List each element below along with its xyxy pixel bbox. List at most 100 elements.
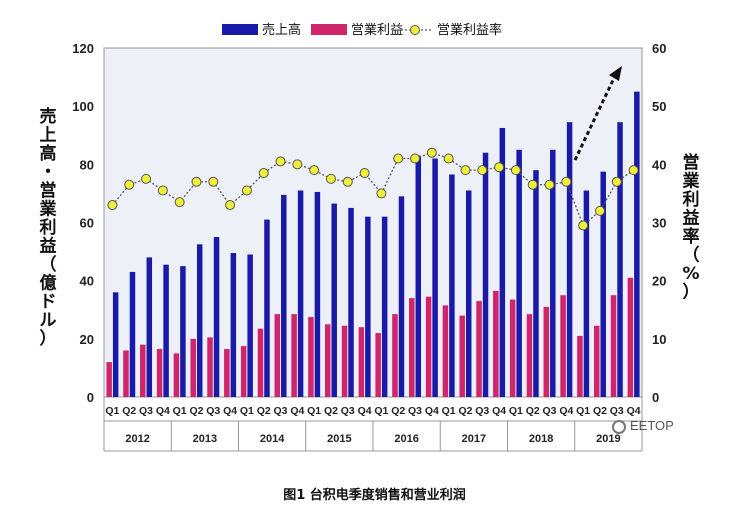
quarter-tick-label: Q4: [627, 405, 641, 417]
quarter-tick-label: Q2: [122, 405, 136, 417]
margin-point: [393, 153, 404, 164]
bar-revenue: [331, 203, 337, 397]
quarter-tick-label: Q4: [559, 405, 573, 417]
quarter-tick-label: Q1: [374, 405, 388, 417]
quarter-tick-label: Q2: [526, 405, 540, 417]
year-label: 2013: [193, 433, 217, 445]
quarter-tick-label: Q4: [425, 405, 439, 417]
trend-arrow: [573, 66, 622, 161]
quarter-tick-label: Q3: [274, 405, 288, 417]
legend: 売上高 営業利益 営業利益率: [222, 22, 502, 38]
margin-point: [494, 162, 505, 173]
bar-operating-profit: [224, 349, 230, 397]
quarter-tick-label: Q4: [290, 405, 304, 417]
left-tick-label: 80: [80, 157, 94, 172]
right-axis-ticks: 0 10 20 30 40 50 60: [652, 41, 666, 405]
margin-point: [376, 188, 387, 199]
quarter-tick-label: Q4: [223, 405, 237, 417]
bar-revenue: [482, 152, 489, 397]
bar-operating-profit: [207, 337, 213, 397]
quarter-tick-label: Q1: [307, 405, 321, 417]
quarter-tick-label: Q2: [391, 405, 405, 417]
bar-revenue: [533, 170, 539, 397]
margin-point: [527, 179, 538, 190]
margin-point: [510, 165, 521, 176]
margin-line: [107, 147, 639, 231]
right-tick-label: 10: [652, 332, 666, 347]
year-label: 2017: [462, 433, 486, 445]
bar-revenue: [365, 216, 371, 397]
margin-point: [309, 165, 320, 176]
quarter-tick-label: Q2: [324, 405, 338, 417]
bar-revenue: [381, 216, 388, 397]
bar-operating-profit: [627, 277, 634, 397]
bar-operating-profit: [358, 327, 365, 397]
legend-marker-margin: [410, 25, 420, 35]
quarter-tick-label: Q2: [189, 405, 203, 417]
bar-revenue: [449, 174, 455, 397]
legend-swatch-profit: [311, 24, 347, 35]
left-tick-label: 100: [72, 99, 94, 114]
right-tick-label: 50: [652, 99, 666, 114]
bar-revenue: [398, 196, 405, 397]
year-label: 2019: [596, 433, 620, 445]
margin-point: [628, 165, 639, 176]
margin-point: [544, 179, 555, 190]
bar-operating-profit: [341, 325, 348, 397]
right-tick-label: 40: [652, 157, 666, 172]
margin-point: [241, 185, 252, 196]
bar-revenue: [297, 190, 304, 397]
quarter-tick-label: Q1: [240, 405, 254, 417]
margin-point: [410, 153, 421, 164]
quarter-tick-label: Q1: [173, 405, 187, 417]
margin-point: [578, 220, 589, 231]
bar-revenue: [180, 266, 186, 397]
bar-operating-profit: [291, 314, 297, 397]
bar-revenue: [196, 244, 203, 397]
bar-operating-profit: [190, 338, 196, 397]
bar-operating-profit: [593, 325, 600, 397]
year-label: 2018: [529, 433, 553, 445]
year-label: 2012: [125, 433, 149, 445]
bar-revenue: [415, 155, 422, 397]
quarter-tick-label: Q1: [105, 405, 119, 417]
figure-caption: 图1 台积电季度销售和营业利润: [283, 488, 466, 503]
right-tick-label: 0: [652, 390, 659, 405]
bar-operating-profit: [123, 350, 129, 397]
quarter-tick-label: Q4: [492, 405, 506, 417]
bar-revenue: [112, 292, 119, 397]
right-tick-label: 30: [652, 216, 666, 231]
bar-operating-profit: [459, 315, 465, 397]
margin-point: [460, 165, 471, 176]
margin-point: [157, 185, 168, 196]
margin-point: [141, 173, 152, 184]
quarter-tick-label: Q2: [458, 405, 472, 417]
margin-point: [611, 176, 622, 187]
quarter-tick-label: Q3: [543, 405, 557, 417]
right-tick-label: 60: [652, 41, 666, 56]
quarter-tick-label: Q1: [509, 405, 523, 417]
bar-revenue: [600, 171, 606, 397]
bar-operating-profit: [324, 324, 331, 397]
bar-operating-profit: [156, 349, 163, 397]
bar-operating-profit: [392, 314, 398, 397]
bar-operating-profit: [526, 314, 533, 397]
bar-operating-profit: [493, 290, 499, 397]
quarter-tick-label: Q3: [610, 405, 624, 417]
bar-operating-profit: [274, 314, 281, 397]
left-axis-label: 売上高・営業利益（億ドル）: [40, 106, 57, 349]
bars: [106, 91, 640, 398]
bar-operating-profit: [509, 299, 516, 397]
bar-revenue: [432, 158, 438, 397]
quarter-tick-label: Q4: [156, 405, 170, 417]
bar-revenue: [634, 91, 640, 397]
bar-operating-profit: [140, 344, 146, 397]
bar-revenue: [499, 127, 506, 398]
quarter-tick-label: Q2: [257, 405, 271, 417]
margin-point: [107, 200, 118, 211]
margin-point: [124, 179, 135, 190]
quarter-tick-label: Q1: [576, 405, 590, 417]
margin-point: [258, 168, 269, 179]
margin-point: [292, 159, 303, 170]
